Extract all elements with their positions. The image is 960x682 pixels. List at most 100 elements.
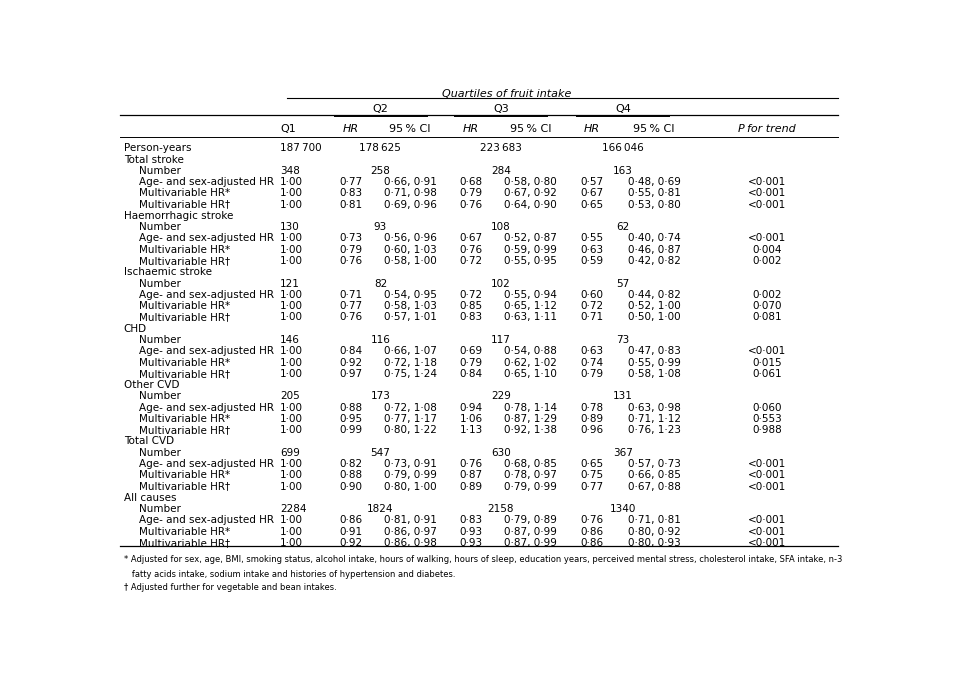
Text: 0·46, 0·87: 0·46, 0·87 <box>628 245 681 255</box>
Text: 0·80, 0·93: 0·80, 0·93 <box>628 538 681 548</box>
Text: 116: 116 <box>371 335 391 345</box>
Text: 0·76: 0·76 <box>460 200 483 209</box>
Text: 0·59, 0·99: 0·59, 0·99 <box>504 245 557 255</box>
Text: Age- and sex-adjusted HR: Age- and sex-adjusted HR <box>138 290 274 300</box>
Text: 121: 121 <box>280 278 300 288</box>
Text: 0·50, 1·00: 0·50, 1·00 <box>628 312 681 323</box>
Text: 0·92: 0·92 <box>339 538 362 548</box>
Text: 0·79: 0·79 <box>460 188 483 198</box>
Text: 0·79, 0·99: 0·79, 0·99 <box>384 471 437 480</box>
Text: 0·78: 0·78 <box>580 402 603 413</box>
Text: 0·93: 0·93 <box>460 538 483 548</box>
Text: 130: 130 <box>280 222 300 232</box>
Text: 0·002: 0·002 <box>753 290 782 300</box>
Text: 1·00: 1·00 <box>280 301 303 311</box>
Text: 0·52, 0·87: 0·52, 0·87 <box>504 233 557 243</box>
Text: 0·72: 0·72 <box>460 290 483 300</box>
Text: Number: Number <box>138 166 180 176</box>
Text: 0·56, 0·96: 0·56, 0·96 <box>384 233 437 243</box>
Text: 0·63, 1·11: 0·63, 1·11 <box>504 312 557 323</box>
Text: 0·76: 0·76 <box>460 245 483 255</box>
Text: 0·73: 0·73 <box>339 233 362 243</box>
Text: <0·001: <0·001 <box>748 516 786 525</box>
Text: <0·001: <0·001 <box>748 200 786 209</box>
Text: 95 % CI: 95 % CI <box>390 124 431 134</box>
Text: 1·00: 1·00 <box>280 346 303 356</box>
Text: Q3: Q3 <box>493 104 509 115</box>
Text: 93: 93 <box>373 222 387 232</box>
Text: 0·004: 0·004 <box>753 245 782 255</box>
Text: 1·00: 1·00 <box>280 425 303 435</box>
Text: 0·83: 0·83 <box>460 516 483 525</box>
Text: 0·79: 0·79 <box>339 245 362 255</box>
Text: 0·65: 0·65 <box>580 200 603 209</box>
Text: 0·66, 0·91: 0·66, 0·91 <box>384 177 437 187</box>
Text: <0·001: <0·001 <box>748 538 786 548</box>
Text: 0·002: 0·002 <box>753 256 782 266</box>
Text: CHD: CHD <box>124 324 147 333</box>
Text: 0·86: 0·86 <box>580 538 603 548</box>
Text: Multivariable HR*: Multivariable HR* <box>138 414 229 424</box>
Text: Number: Number <box>138 391 180 401</box>
Text: HR: HR <box>343 124 359 134</box>
Text: 1·00: 1·00 <box>280 414 303 424</box>
Text: 0·72: 0·72 <box>580 301 603 311</box>
Text: 0·77: 0·77 <box>339 177 362 187</box>
Text: 1·13: 1·13 <box>460 425 483 435</box>
Text: 0·88: 0·88 <box>339 471 362 480</box>
Text: 0·68, 0·85: 0·68, 0·85 <box>504 459 557 469</box>
Text: 0·75: 0·75 <box>580 471 603 480</box>
Text: 699: 699 <box>280 447 300 458</box>
Text: 0·63, 0·98: 0·63, 0·98 <box>628 402 681 413</box>
Text: Multivariable HR†: Multivariable HR† <box>138 312 229 323</box>
Text: 547: 547 <box>371 447 391 458</box>
Text: 0·63: 0·63 <box>580 346 603 356</box>
Text: 1·00: 1·00 <box>280 312 303 323</box>
Text: 0·76, 1·23: 0·76, 1·23 <box>628 425 681 435</box>
Text: 117: 117 <box>491 335 511 345</box>
Text: Multivariable HR*: Multivariable HR* <box>138 471 229 480</box>
Text: Number: Number <box>138 504 180 514</box>
Text: 630: 630 <box>492 447 511 458</box>
Text: 95 % CI: 95 % CI <box>510 124 551 134</box>
Text: 0·72, 1·08: 0·72, 1·08 <box>384 402 437 413</box>
Text: Age- and sex-adjusted HR: Age- and sex-adjusted HR <box>138 233 274 243</box>
Text: 0·081: 0·081 <box>753 312 782 323</box>
Text: Multivariable HR†: Multivariable HR† <box>138 200 229 209</box>
Text: Other CVD: Other CVD <box>124 380 180 390</box>
Text: <0·001: <0·001 <box>748 459 786 469</box>
Text: Ischaemic stroke: Ischaemic stroke <box>124 267 212 278</box>
Text: 1·06: 1·06 <box>460 414 483 424</box>
Text: 0·87: 0·87 <box>460 471 483 480</box>
Text: 0·76: 0·76 <box>580 516 603 525</box>
Text: 0·015: 0·015 <box>753 357 782 368</box>
Text: 0·48, 0·69: 0·48, 0·69 <box>628 177 681 187</box>
Text: 0·79, 0·89: 0·79, 0·89 <box>504 516 557 525</box>
Text: 0·77, 1·17: 0·77, 1·17 <box>384 414 437 424</box>
Text: 0·76: 0·76 <box>339 312 362 323</box>
Text: 0·64, 0·90: 0·64, 0·90 <box>504 200 557 209</box>
Text: 0·74: 0·74 <box>580 357 603 368</box>
Text: 166 046: 166 046 <box>602 143 644 153</box>
Text: fatty acids intake, sodium intake and histories of hypertension and diabetes.: fatty acids intake, sodium intake and hi… <box>124 570 455 579</box>
Text: 0·92: 0·92 <box>339 357 362 368</box>
Text: 0·68: 0·68 <box>460 177 483 187</box>
Text: Age- and sex-adjusted HR: Age- and sex-adjusted HR <box>138 177 274 187</box>
Text: Multivariable HR*: Multivariable HR* <box>138 245 229 255</box>
Text: Number: Number <box>138 222 180 232</box>
Text: 1·00: 1·00 <box>280 188 303 198</box>
Text: <0·001: <0·001 <box>748 481 786 492</box>
Text: 1·00: 1·00 <box>280 527 303 537</box>
Text: 1·00: 1·00 <box>280 256 303 266</box>
Text: 1·00: 1·00 <box>280 402 303 413</box>
Text: <0·001: <0·001 <box>748 471 786 480</box>
Text: 2284: 2284 <box>280 504 306 514</box>
Text: 0·76: 0·76 <box>460 459 483 469</box>
Text: 1·00: 1·00 <box>280 538 303 548</box>
Text: Age- and sex-adjusted HR: Age- and sex-adjusted HR <box>138 346 274 356</box>
Text: Age- and sex-adjusted HR: Age- and sex-adjusted HR <box>138 516 274 525</box>
Text: 0·69, 0·96: 0·69, 0·96 <box>384 200 437 209</box>
Text: 0·88: 0·88 <box>339 402 362 413</box>
Text: 0·71, 1·12: 0·71, 1·12 <box>628 414 681 424</box>
Text: 0·83: 0·83 <box>339 188 362 198</box>
